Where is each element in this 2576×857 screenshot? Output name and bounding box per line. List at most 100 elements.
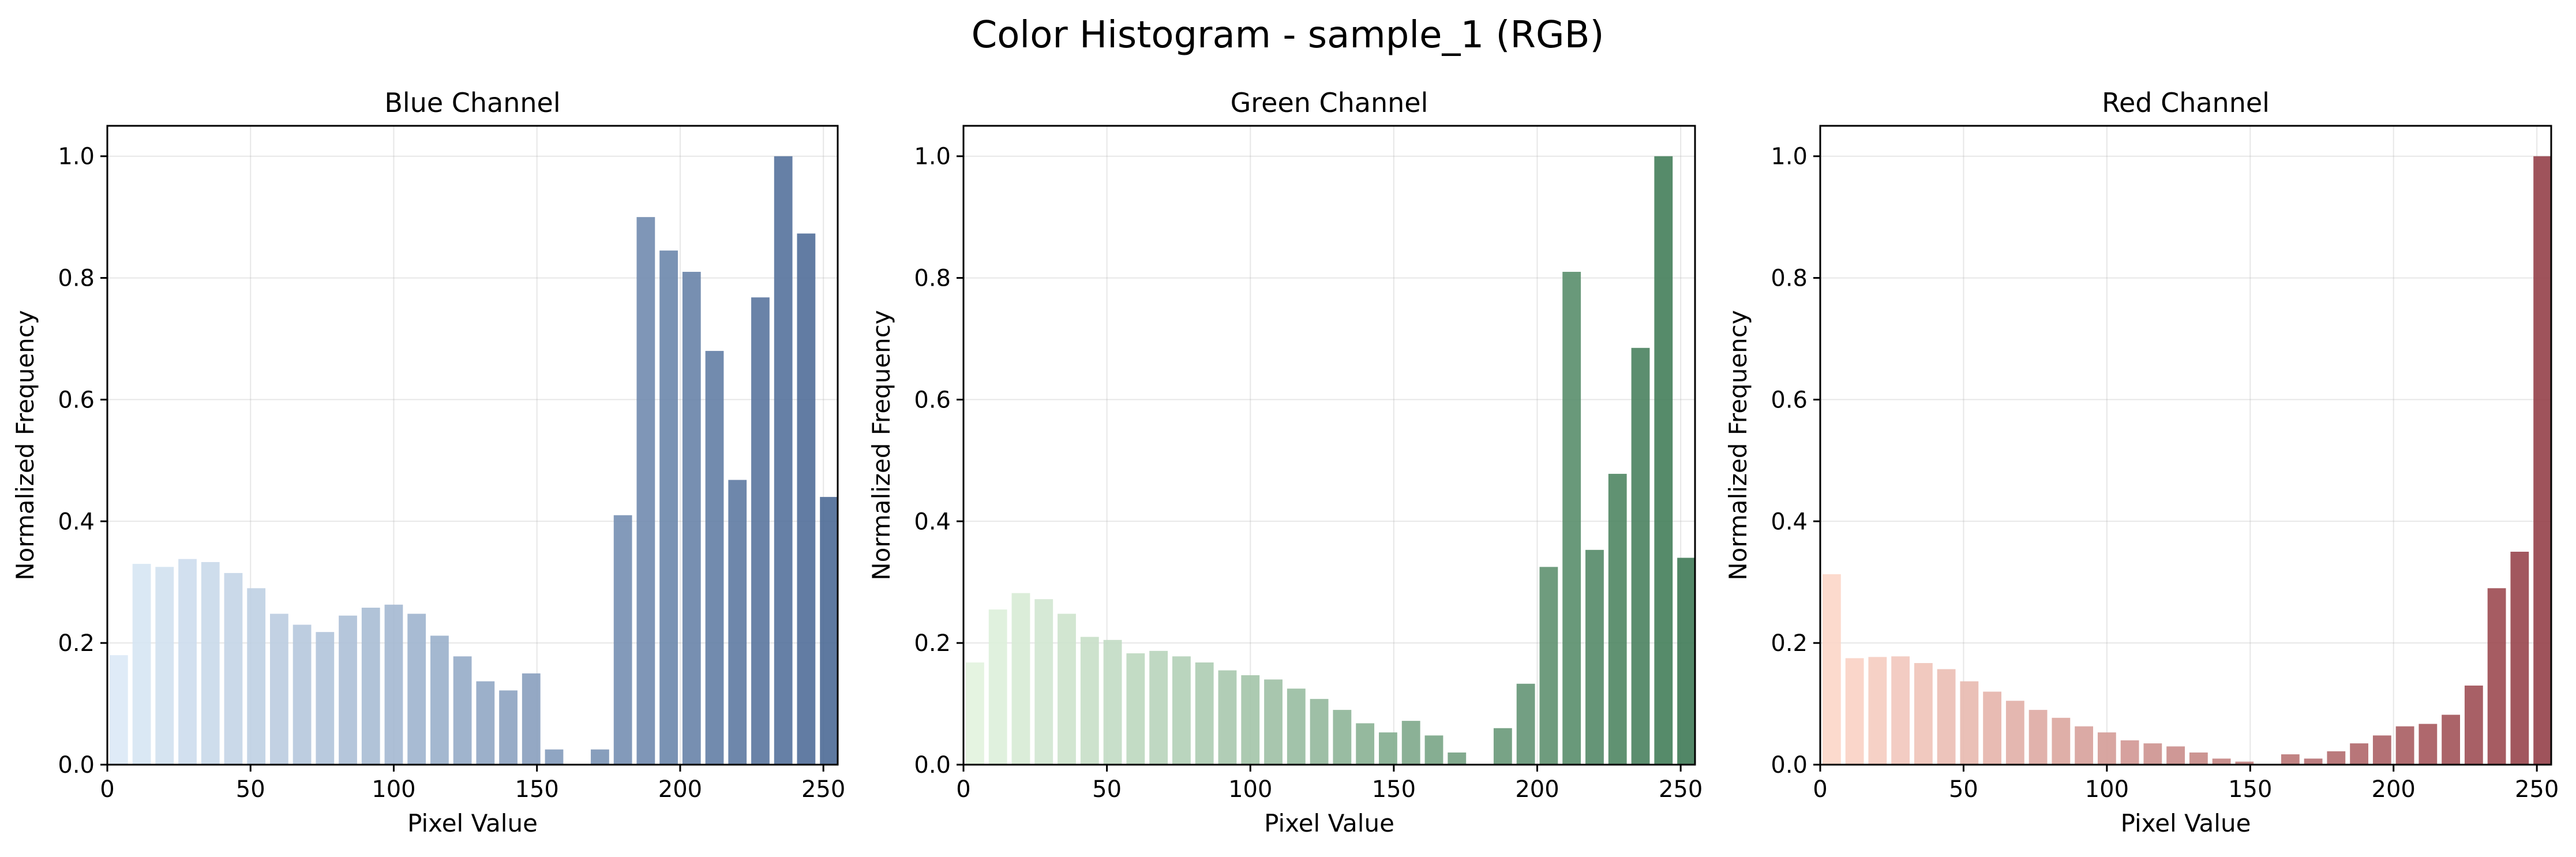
- blue-histogram-bar: [384, 604, 403, 765]
- blue-y-tick-label: 1.0: [58, 144, 95, 170]
- blue-y-tick-label: 0.2: [58, 630, 95, 657]
- red-histogram-bar: [2510, 552, 2529, 765]
- blue-x-tick-label: 50: [236, 776, 265, 803]
- blue-histogram-bar: [682, 272, 701, 765]
- blue-histogram-bar: [109, 655, 128, 765]
- blue-histogram-bar: [705, 351, 724, 765]
- green-histogram-bar: [1241, 675, 1260, 765]
- red-axes-frame: [1819, 125, 2552, 766]
- green-x-tick-label: 0: [956, 776, 970, 803]
- red-histogram-bar: [2464, 685, 2483, 765]
- red-histogram-bar: [2052, 717, 2071, 765]
- green-histogram-bar: [1448, 752, 1467, 765]
- green-axes-frame: [962, 125, 1696, 766]
- green-histogram-bar: [1011, 593, 1030, 765]
- green-x-tick-label: 200: [1515, 776, 1559, 803]
- blue-x-tick-label: 100: [372, 776, 415, 803]
- blue-y-tick-label: 0.6: [58, 387, 95, 413]
- blue-histogram-bar: [728, 480, 747, 765]
- green-histogram-bar: [1195, 662, 1214, 765]
- red-histogram-bar: [1868, 657, 1887, 765]
- green-panel-title: Green Channel: [1231, 87, 1428, 118]
- green-histogram-bar: [1585, 549, 1604, 765]
- blue-panel-title: Blue Channel: [384, 87, 560, 118]
- green-histogram-bar: [1493, 728, 1512, 765]
- green-histogram-bar: [1333, 710, 1352, 765]
- blue-x-tick-label: 250: [801, 776, 845, 803]
- blue-histogram-bar: [201, 562, 220, 765]
- red-x-tick-label: 250: [2515, 776, 2559, 803]
- green-histogram-bar: [1654, 156, 1673, 765]
- red-histogram-bar: [2075, 726, 2094, 765]
- blue-x-axis-label: Pixel Value: [407, 809, 538, 837]
- red-x-tick-label: 50: [1949, 776, 1978, 803]
- blue-histogram-bar: [751, 297, 770, 765]
- red-histogram-bar: [2189, 752, 2208, 765]
- green-channel-panel: 0 50 100 150 200 250 0.0 0.2 0.4 0.6 0.8 1.0 Green C…: [867, 87, 1703, 837]
- blue-histogram-bar: [659, 250, 678, 765]
- blue-histogram-bar: [316, 632, 335, 765]
- blue-histogram-bar: [522, 673, 541, 765]
- green-histogram-bar: [1264, 679, 1283, 765]
- green-y-tick-label: 0.4: [914, 508, 951, 535]
- red-histogram-bar: [2097, 732, 2116, 765]
- green-histogram-bar: [1677, 557, 1696, 765]
- green-histogram-bar: [1608, 474, 1627, 765]
- red-histogram-bar: [2395, 726, 2414, 765]
- red-histogram-bar: [2212, 758, 2231, 765]
- green-histogram-bar: [1356, 723, 1375, 765]
- blue-y-tick-label: 0.4: [58, 508, 95, 535]
- red-histogram-bar: [2235, 761, 2254, 765]
- green-y-axis-label: Normalized Frequency: [867, 310, 895, 581]
- blue-histogram-bar: [247, 588, 266, 765]
- red-histogram-bar: [1845, 658, 1864, 765]
- blue-histogram-bar: [155, 567, 174, 765]
- red-histogram-bar: [2533, 156, 2552, 765]
- blue-x-tick-label: 150: [515, 776, 559, 803]
- blue-histogram-bar: [774, 156, 793, 765]
- green-histogram-bar: [1149, 650, 1168, 765]
- blue-channel-panel: 0 50 100 150 200 250 0.0 0.2 0.4 0.6 0.8 1.0 Blue Ch…: [11, 87, 845, 837]
- red-histogram-bar: [2028, 710, 2048, 765]
- blue-histogram-bar: [178, 559, 197, 765]
- red-histogram-bar: [2005, 701, 2024, 765]
- figure-title: Color Histogram - sample_1 (RGB): [972, 14, 1604, 57]
- blue-histogram-bar: [613, 515, 632, 765]
- blue-histogram-bar: [797, 233, 816, 765]
- red-histogram-bar: [2442, 714, 2460, 765]
- red-histogram-bar: [1937, 669, 1956, 765]
- red-channel-panel: 0 50 100 150 200 250 0.0 0.2 0.4 0.6 0.8 1.0 Red Cha…: [1724, 87, 2559, 837]
- blue-y-tick-label: 0.8: [58, 265, 95, 292]
- red-y-axis-label: Normalized Frequency: [1724, 310, 1752, 581]
- green-histogram-bar: [1401, 721, 1420, 765]
- green-histogram-bar: [1539, 567, 1558, 765]
- red-histogram-bar: [2166, 746, 2185, 765]
- blue-histogram-bar: [269, 613, 288, 765]
- red-panel-title: Red Channel: [2102, 87, 2270, 118]
- blue-bars: [109, 156, 838, 765]
- green-histogram-bar: [1103, 639, 1122, 765]
- green-x-tick-label: 250: [1659, 776, 1703, 803]
- blue-axes-frame: [106, 125, 839, 766]
- green-histogram-bar: [1310, 699, 1329, 765]
- green-y-tick-label: 1.0: [914, 144, 951, 170]
- red-y-tick-label: 0.4: [1771, 508, 1808, 535]
- green-histogram-bar: [1562, 272, 1581, 765]
- green-histogram-bar: [1080, 637, 1099, 765]
- blue-histogram-bar: [545, 749, 564, 765]
- red-histogram-bar: [2487, 588, 2506, 765]
- red-y-tick-label: 0.2: [1771, 630, 1808, 657]
- channel-panels: 0 50 100 150 200 250 0.0 0.2 0.4 0.6 0.8 1.0 Blue Ch…: [11, 87, 2559, 837]
- red-histogram-bar: [1983, 691, 2002, 765]
- red-bars: [1822, 156, 2552, 765]
- red-histogram-bar: [2120, 740, 2139, 765]
- red-y-tick-label: 1.0: [1771, 144, 1808, 170]
- green-histogram-bar: [1058, 613, 1076, 765]
- blue-histogram-bar: [453, 656, 472, 765]
- green-histogram-bar: [1631, 347, 1650, 765]
- green-histogram-bar: [1516, 683, 1535, 765]
- blue-histogram-bar: [293, 624, 312, 765]
- red-x-tick-label: 0: [1813, 776, 1827, 803]
- blue-histogram-bar: [499, 690, 518, 765]
